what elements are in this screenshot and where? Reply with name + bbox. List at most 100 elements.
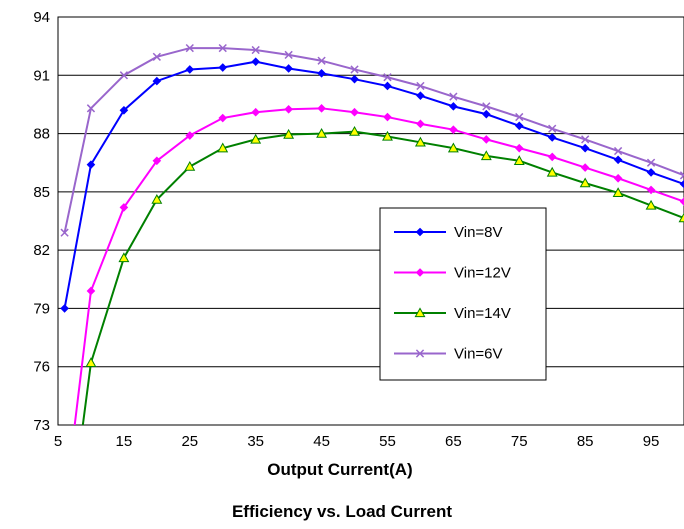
data-point [383, 73, 392, 82]
x-tick-label: 55 [379, 433, 396, 450]
data-point [480, 150, 492, 161]
x-tick-label: 5 [54, 433, 62, 450]
data-point [482, 135, 491, 144]
data-point [152, 76, 162, 86]
legend-item: Vin=6V [394, 346, 503, 363]
data-point [447, 142, 459, 153]
data-point [68, 451, 75, 458]
data-point [515, 112, 524, 122]
data-point [646, 158, 656, 167]
y-tick-label: 88 [33, 126, 50, 143]
marker-stroke [317, 56, 326, 65]
legend-item: Vin=12V [394, 265, 511, 282]
plot-area-frame [57, 16, 684, 426]
marker-stroke [415, 349, 425, 358]
series-vin-6v [60, 43, 684, 237]
legend-item: Vin=14V [394, 305, 511, 322]
data-point [350, 74, 359, 84]
marker-stroke [350, 65, 359, 74]
data-point [679, 179, 684, 189]
data-point [679, 171, 684, 180]
data-point [152, 156, 162, 166]
data-point [317, 104, 326, 113]
marker-stroke [218, 43, 227, 53]
data-point [415, 268, 425, 277]
data-point [679, 197, 684, 206]
y-tick-label: 94 [33, 9, 50, 26]
data-point [415, 349, 425, 358]
data-point [416, 81, 425, 91]
data-point [317, 56, 326, 65]
data-point [350, 65, 359, 74]
data-point [60, 228, 69, 237]
marker-stroke [482, 102, 491, 111]
y-tick-label: 82 [33, 242, 50, 259]
data-point [613, 173, 623, 183]
data-point [73, 459, 82, 467]
marker-stroke [416, 81, 425, 91]
data-point [645, 199, 657, 210]
marker-stroke [119, 71, 129, 80]
data-point [416, 91, 425, 100]
marker-stroke [548, 124, 557, 133]
marker-stroke [383, 73, 392, 82]
series-line [63, 47, 684, 233]
data-point [119, 203, 129, 212]
data-point [316, 127, 328, 138]
data-point [218, 113, 228, 123]
data-point [613, 146, 623, 156]
data-point [613, 155, 623, 165]
data-point [86, 286, 96, 296]
marker-stroke [679, 174, 684, 180]
data-point [119, 105, 129, 115]
data-point [383, 81, 392, 91]
data-point [678, 212, 684, 223]
legend: Vin=8V Vin=12V Vin=14V Vin=6V [379, 207, 547, 381]
data-point [60, 304, 69, 313]
data-point [185, 65, 195, 74]
legend-label: Vin=6V [454, 346, 503, 363]
data-point [449, 102, 458, 111]
data-point [251, 45, 260, 55]
data-point [547, 133, 557, 142]
data-point [118, 252, 130, 263]
marker-stroke [86, 104, 96, 113]
series-line [73, 107, 684, 425]
y-tick-label: 73 [33, 417, 50, 434]
x-tick-label: 85 [577, 433, 594, 450]
data-point [513, 155, 525, 165]
marker-stroke [679, 171, 684, 177]
marker-stroke [284, 50, 293, 60]
data-point [250, 133, 262, 144]
legend-item: Vin=8V [394, 224, 503, 241]
x-tick-label: 95 [643, 433, 660, 450]
data-point [119, 71, 129, 80]
series-vin-8v [60, 57, 684, 313]
marker-stroke [251, 45, 260, 55]
chart-caption: Efficiency vs. Load Current [232, 502, 452, 521]
data-point [415, 227, 425, 237]
series-vin-12v [68, 104, 684, 458]
x-tick-label: 45 [313, 433, 330, 450]
data-point [151, 193, 163, 204]
tick-labels: 73 76 79 82 85 88 91 94 5 15 25 35 45 55 65 75 85 95 [33, 9, 659, 450]
data-point [514, 121, 524, 131]
marker-stroke [646, 158, 656, 167]
x-axis-label: Output Current(A) [267, 460, 412, 479]
data-point [184, 160, 196, 171]
marker-stroke [185, 43, 194, 53]
legend-label: Vin=8V [454, 224, 503, 241]
series-layer [60, 43, 684, 467]
x-tick-label: 35 [247, 433, 264, 450]
data-point [350, 107, 359, 117]
data-point [646, 185, 656, 195]
data-point [185, 43, 194, 53]
x-tick-label: 25 [181, 433, 198, 450]
data-point [514, 143, 524, 153]
legend-label: Vin=12V [454, 265, 511, 282]
series-line [81, 130, 684, 425]
marker-stroke [613, 146, 623, 156]
data-point [152, 52, 161, 61]
data-point [218, 43, 227, 53]
data-point [548, 124, 557, 133]
